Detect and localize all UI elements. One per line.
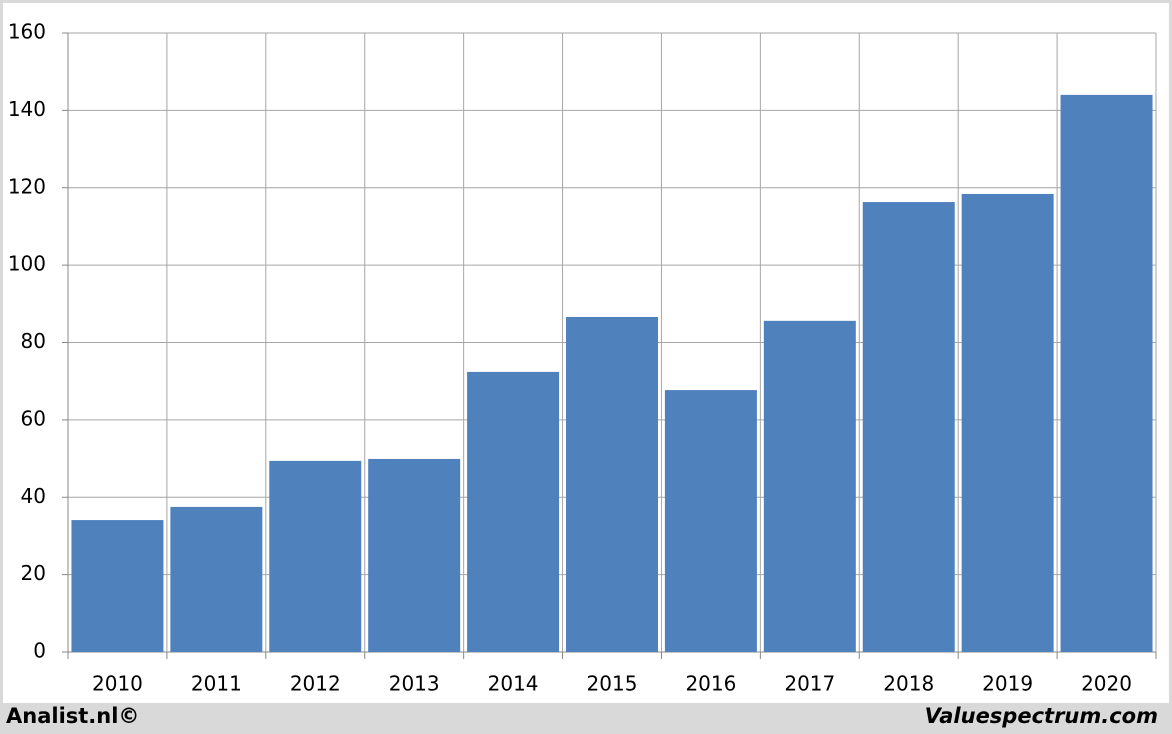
y-tick-label: 20 [21, 561, 46, 585]
x-tick-label: 2013 [389, 672, 440, 696]
y-tick-label: 40 [21, 484, 46, 508]
bar [566, 316, 658, 652]
x-tick-label: 2017 [784, 672, 835, 696]
x-tick-label: 2010 [92, 672, 143, 696]
y-tick-label: 100 [8, 252, 46, 276]
bar [368, 458, 461, 652]
y-tick-label: 160 [8, 20, 46, 44]
bar [664, 390, 757, 652]
bar [862, 202, 955, 652]
bar [961, 193, 1054, 652]
x-tick-label: 2020 [1081, 672, 1132, 696]
y-tick-label: 120 [8, 174, 46, 198]
y-tick-label: 60 [21, 406, 46, 430]
bar [763, 320, 856, 652]
x-tick-label: 2018 [883, 672, 934, 696]
bar [269, 460, 362, 652]
footer-left: Analist.nl© [6, 704, 139, 728]
x-tick-label: 2016 [685, 672, 736, 696]
y-tick-label: 140 [8, 97, 46, 121]
bar [1060, 94, 1153, 652]
bar [170, 506, 263, 652]
x-tick-label: 2014 [488, 672, 539, 696]
x-tick-label: 2012 [290, 672, 341, 696]
bar [71, 520, 164, 652]
footer-right: Valuespectrum.com [925, 704, 1158, 728]
y-tick-label: 0 [33, 639, 46, 663]
x-tick-label: 2011 [191, 672, 242, 696]
x-tick-label: 2015 [587, 672, 638, 696]
y-tick-label: 80 [21, 329, 46, 353]
bar [467, 371, 560, 652]
x-tick-label: 2019 [982, 672, 1033, 696]
